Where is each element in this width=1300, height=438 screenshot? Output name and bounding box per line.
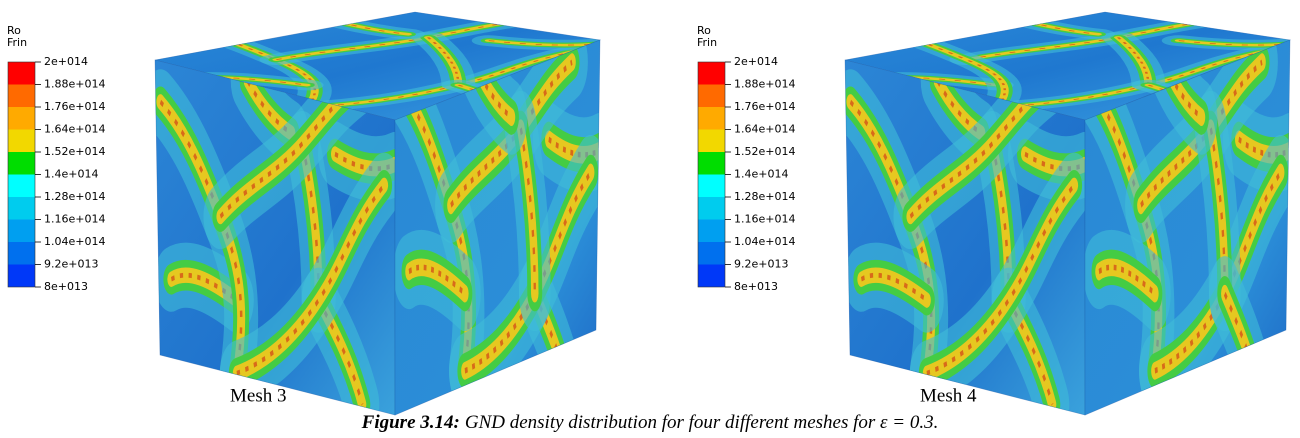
vein-core xyxy=(317,298,364,406)
vein-core xyxy=(184,77,308,86)
legend-title: Ro xyxy=(697,24,711,37)
figure-caption: Figure 3.14: GND density distribution for… xyxy=(361,412,939,433)
legend-label: 1.04e+014 xyxy=(734,235,795,248)
legend-title: Ro xyxy=(7,24,21,37)
legend-label: 1.76e+014 xyxy=(734,100,795,113)
legend-label: 1.52e+014 xyxy=(44,145,105,158)
vein-core xyxy=(426,37,460,86)
vein-core xyxy=(996,49,1271,108)
legend-swatch xyxy=(8,84,35,107)
legend-swatch xyxy=(698,129,725,152)
face-veins xyxy=(155,60,395,415)
legend-swatch xyxy=(698,219,725,242)
legend-label: 8e+013 xyxy=(44,280,88,293)
vein-core xyxy=(1116,37,1150,86)
panel-caption: Mesh 3 xyxy=(230,385,286,406)
cube-plot xyxy=(154,11,602,416)
face-edge xyxy=(1084,39,1291,416)
vein-group xyxy=(395,40,600,415)
legend-swatch xyxy=(698,242,725,265)
vein-core xyxy=(909,78,1053,219)
legend-swatch xyxy=(8,174,35,197)
vein-core xyxy=(1154,170,1282,374)
legend-swatch xyxy=(698,152,725,175)
legend-label: 8e+013 xyxy=(734,280,778,293)
vein-core xyxy=(519,127,536,294)
vein-core xyxy=(1007,298,1054,406)
legend-swatch xyxy=(8,129,35,152)
legend-label: 1.4e+014 xyxy=(44,168,98,181)
legend-label: 2e+014 xyxy=(734,55,778,68)
vein-core xyxy=(306,49,581,108)
legend-label: 1.64e+014 xyxy=(734,123,795,136)
legend-label: 1.52e+014 xyxy=(734,145,795,158)
face-veins xyxy=(395,40,600,415)
vein-core xyxy=(1098,264,1156,297)
legend-label: 9.2e+013 xyxy=(734,258,788,271)
legend-title: Frin xyxy=(7,36,27,49)
vein-core xyxy=(926,183,1075,376)
legend-swatch xyxy=(698,62,725,85)
legend-label: 1.64e+014 xyxy=(44,123,105,136)
legend-label: 1.28e+014 xyxy=(734,190,795,203)
vein-core xyxy=(464,170,592,374)
face-edge xyxy=(394,39,601,416)
legend-swatch xyxy=(698,174,725,197)
vein-group xyxy=(155,60,395,415)
vein-core xyxy=(408,264,466,297)
legend-label: 1.88e+014 xyxy=(734,78,795,91)
legend-label: 1.88e+014 xyxy=(44,78,105,91)
legend-swatch xyxy=(8,242,35,265)
legend-label: 2e+014 xyxy=(44,55,88,68)
legend-label: 1.16e+014 xyxy=(44,213,105,226)
panel-caption: Mesh 4 xyxy=(920,385,977,406)
vein-core xyxy=(159,99,243,374)
legend-label: 1.04e+014 xyxy=(44,235,105,248)
figure-label: Figure 3.14: xyxy=(361,412,460,433)
legend-swatch xyxy=(698,197,725,220)
legend-label: 9.2e+013 xyxy=(44,258,98,271)
legend-label: 1.28e+014 xyxy=(44,190,105,203)
legend-swatch xyxy=(8,219,35,242)
legend-swatch xyxy=(698,264,725,287)
vein-core xyxy=(1209,127,1226,294)
legend-swatch xyxy=(8,152,35,175)
vein-core xyxy=(874,77,998,86)
legend-swatch xyxy=(698,107,725,130)
legend-swatch xyxy=(698,84,725,107)
legend-swatch xyxy=(8,264,35,287)
legend-label: 1.16e+014 xyxy=(734,213,795,226)
legend-label: 1.76e+014 xyxy=(44,100,105,113)
legend-swatch xyxy=(8,107,35,130)
legend-label: 1.4e+014 xyxy=(734,168,788,181)
vein-core xyxy=(170,272,238,303)
cube-plot xyxy=(844,11,1292,416)
figure-text: GND density distribution for four differ… xyxy=(465,412,939,433)
legend-title: Frin xyxy=(697,36,717,49)
vein-core xyxy=(219,78,363,219)
legend-swatch xyxy=(8,62,35,85)
legend-swatch xyxy=(8,197,35,220)
vein-core xyxy=(236,183,385,376)
vein-core xyxy=(860,272,928,303)
